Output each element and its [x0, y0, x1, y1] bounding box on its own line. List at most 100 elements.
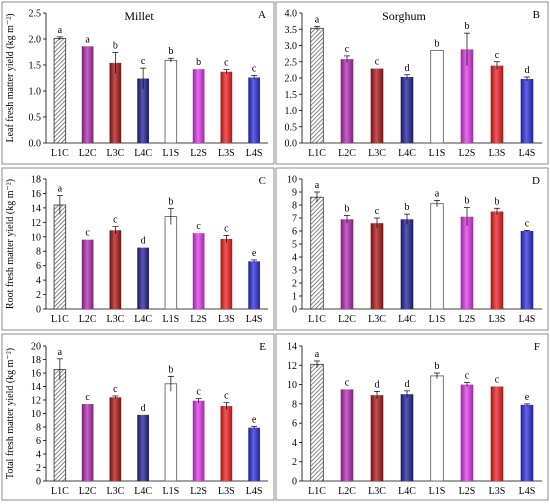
y-tick-label: 10 [287, 380, 297, 391]
significance-letter: a [58, 347, 63, 358]
y-tick-label: 4 [292, 253, 297, 264]
significance-letter: c [224, 58, 229, 69]
significance-letter: c [224, 391, 229, 402]
significance-letter: b [168, 197, 173, 208]
significance-letter: b [168, 364, 173, 375]
significance-letter: c [525, 218, 530, 229]
significance-letter: d [375, 379, 380, 390]
y-tick-label: 12 [287, 361, 297, 372]
bar-l3s [220, 238, 233, 309]
x-tick-label: L3S [489, 148, 506, 159]
bar-l2c [81, 239, 94, 309]
panel-border [275, 1, 549, 165]
y-tick-label: 2 [36, 290, 41, 301]
bar-l3s [490, 386, 504, 481]
x-tick-label: L2C [79, 486, 97, 497]
significance-letter: c [141, 56, 146, 67]
y-tick-label: 0.0 [29, 139, 42, 150]
x-tick-label: L2S [459, 314, 476, 325]
x-tick-label: L4C [398, 314, 416, 325]
panel-f: 0 2 4 6 8 10 12 14 Fa L1C c L2C d L3C d L4C b L1S c L2S c L3S… [275, 333, 549, 501]
significance-letter: b [465, 21, 470, 32]
x-tick-label: L1S [429, 314, 446, 325]
significance-letter: a [315, 180, 320, 191]
panel-b: 0.0 0.5 1.0 1.5 2.0 2.5 3.0 3.5 4.0 Sorghum Ba L1C c… [275, 1, 549, 165]
x-tick-label: L3C [106, 314, 124, 325]
x-tick-label: L4S [519, 486, 536, 497]
significance-letter: d [525, 65, 530, 76]
y-tick-label: 3.5 [285, 25, 298, 36]
significance-letter: a [58, 25, 63, 36]
x-tick-label: L1S [163, 314, 180, 325]
bar-l1s [164, 216, 178, 310]
y-tick-label: 12 [31, 218, 41, 229]
panel-c: 0 2 4 6 8 10 12 14 16 18 Root fresh matter yield (… [1, 167, 275, 331]
y-tick-label: 10 [31, 232, 41, 243]
significance-letter: a [58, 184, 63, 195]
y-tick-label: 8 [292, 201, 297, 212]
bar-l4c [137, 247, 149, 309]
y-tick-label: 9 [292, 188, 297, 199]
y-tick-label: 2.0 [285, 74, 298, 85]
significance-letter: b [465, 196, 470, 207]
y-tick-label: 0 [292, 305, 297, 316]
bar-l4c [400, 219, 414, 309]
bar-l1c [310, 27, 324, 144]
significance-letter: e [252, 414, 257, 425]
y-tick-label: 2 [292, 279, 297, 290]
x-tick-label: L1S [163, 486, 180, 497]
y-tick-label: 18 [31, 355, 41, 366]
bar-l1s [430, 49, 444, 144]
y-tick-label: 0 [292, 477, 297, 488]
y-axis-title: Total fresh matter yield (kg m⁻²) [5, 348, 16, 479]
x-tick-label: L4S [246, 314, 263, 325]
y-tick-label: 14 [287, 342, 297, 353]
y-tick-label: 1.0 [29, 87, 42, 98]
significance-letter: b [168, 46, 173, 57]
panel-letter: D [532, 175, 540, 187]
significance-letter: b [196, 57, 201, 68]
bar-l2c [81, 46, 94, 143]
x-tick-label: L3S [489, 314, 506, 325]
bar-l3s [490, 65, 504, 143]
bar-l1s [164, 59, 178, 144]
x-tick-label: L2C [338, 314, 356, 325]
bar-l1s [164, 383, 178, 482]
y-axis-title: Leaf fresh matter yield (kg m⁻²) [5, 13, 16, 142]
panel-letter: F [534, 341, 540, 353]
x-tick-label: L4C [398, 486, 416, 497]
panel-letter: A [258, 9, 266, 21]
x-tick-label: L3S [218, 314, 235, 325]
significance-letter: b [495, 196, 500, 207]
panel-letter: B [533, 9, 540, 21]
x-tick-label: L4C [134, 314, 152, 325]
bar-l1c [53, 38, 67, 144]
panel-a: 0.0 0.5 1.0 1.5 2.0 2.5 Leaf fresh matter yiel… [1, 1, 275, 165]
bar-l4s [248, 427, 260, 481]
bar-l2c [340, 219, 354, 309]
x-tick-label: L4C [134, 486, 152, 497]
significance-letter: c [113, 215, 118, 226]
y-tick-label: 2 [292, 457, 297, 468]
bar-l4s [520, 404, 534, 481]
x-tick-label: L2C [338, 486, 356, 497]
bar-l2s [192, 69, 205, 143]
y-tick-label: 0.0 [285, 139, 298, 150]
bar-l1c [53, 369, 67, 482]
y-tick-label: 0 [36, 305, 41, 316]
y-tick-label: 8 [292, 399, 297, 410]
x-tick-label: L2C [79, 148, 97, 159]
y-tick-label: 7 [292, 214, 297, 225]
bar-l4c [400, 77, 414, 143]
significance-letter: c [196, 221, 201, 232]
bar-l3c [109, 397, 122, 481]
x-tick-label: L4S [246, 486, 263, 497]
y-tick-label: 6 [292, 419, 297, 430]
x-tick-label: L3C [368, 486, 386, 497]
bar-l4c [137, 78, 149, 143]
y-tick-label: 2 [36, 463, 41, 474]
significance-letter: a [315, 14, 320, 25]
significance-letter: e [525, 392, 530, 403]
y-tick-label: 10 [31, 409, 41, 420]
bar-l3s [490, 211, 504, 309]
